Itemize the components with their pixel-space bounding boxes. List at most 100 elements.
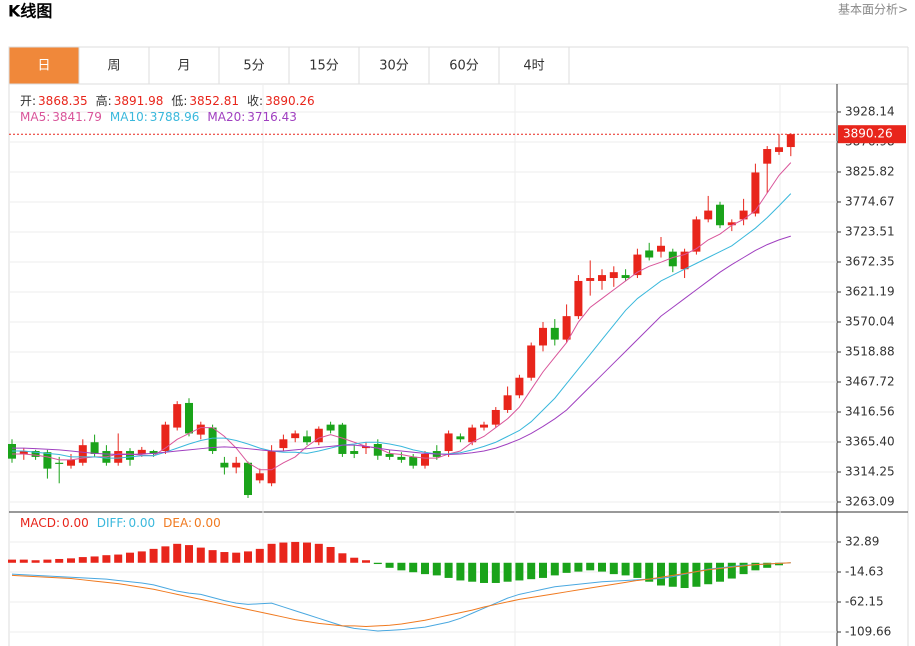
candle-body xyxy=(255,473,264,481)
candle-body xyxy=(633,254,642,276)
candle-body xyxy=(704,210,713,220)
readout-value: 0.00 xyxy=(194,516,221,530)
macd-bar xyxy=(291,541,300,563)
y-tick-label: 3467.72 xyxy=(845,374,895,388)
tab[interactable] xyxy=(218,46,290,85)
candle-body xyxy=(43,452,52,469)
macd-bar xyxy=(574,562,583,572)
readout-value: 3868.35 xyxy=(38,94,88,108)
macd-bar xyxy=(692,562,701,587)
candle-body xyxy=(727,222,736,226)
macd-bar xyxy=(503,562,512,582)
readout-label: MA20: xyxy=(207,110,246,124)
y-tick-label: -109.66 xyxy=(845,624,891,638)
readout-value: 0.00 xyxy=(62,516,89,530)
ma-readout: MA5: 3841.79 MA10: 3788.96 MA20: 3716.43 xyxy=(20,110,305,124)
macd-bar xyxy=(562,562,571,573)
macd-bar xyxy=(303,542,311,563)
macd-bar xyxy=(586,562,595,571)
macd-bar xyxy=(609,562,618,575)
candle-body xyxy=(397,456,406,460)
readout-label: DEA: xyxy=(163,516,193,530)
candle-body xyxy=(621,275,630,279)
candle-body xyxy=(338,424,347,454)
candle-body xyxy=(763,149,772,164)
candle-body xyxy=(716,204,724,226)
candle-body xyxy=(480,424,488,428)
macd-bar xyxy=(527,562,536,580)
macd-bar xyxy=(255,548,264,563)
y-tick-label: 3365.40 xyxy=(845,435,895,449)
candle-body xyxy=(385,453,394,457)
macd-bar xyxy=(775,562,783,566)
candle-body xyxy=(527,345,536,378)
macd-bar xyxy=(598,562,606,572)
candle-body xyxy=(468,427,477,443)
candle-body xyxy=(739,210,748,220)
readout-value: 0.00 xyxy=(128,516,156,530)
macd-bar xyxy=(763,562,772,568)
macd-bar xyxy=(716,562,724,582)
readout-label: 开: xyxy=(20,94,37,108)
tab-label[interactable]: 4时 xyxy=(523,59,544,74)
macd-bar xyxy=(43,559,52,563)
readout-label: 低: xyxy=(171,94,188,108)
macd-bar xyxy=(751,562,760,571)
tab-label[interactable]: 日 xyxy=(37,59,50,74)
macd-bar xyxy=(350,557,359,563)
tab-label[interactable]: 30分 xyxy=(379,59,409,74)
y-tick-label: -14.63 xyxy=(845,565,884,579)
macd-bar xyxy=(67,558,75,563)
tab-label[interactable]: 60分 xyxy=(449,59,479,74)
candle-body xyxy=(196,424,205,435)
candle-body xyxy=(291,433,300,439)
candle-body xyxy=(786,134,795,148)
indicator-line xyxy=(11,562,791,628)
tab-label[interactable]: 周 xyxy=(107,59,120,74)
candle-body xyxy=(574,280,583,317)
candle-body xyxy=(90,442,99,454)
candle-body xyxy=(173,404,182,428)
macd-bar xyxy=(362,560,370,563)
macd-bar xyxy=(326,546,335,563)
candle-body xyxy=(232,462,241,468)
tab-label[interactable]: 5分 xyxy=(243,59,264,74)
candle-body xyxy=(67,459,75,466)
tab-label[interactable]: 月 xyxy=(177,59,190,74)
macd-bar xyxy=(633,562,642,578)
macd-bar xyxy=(173,543,182,563)
tab[interactable] xyxy=(8,46,80,85)
macd-bar xyxy=(373,562,382,565)
price-tag xyxy=(838,125,906,144)
macd-bar xyxy=(397,562,406,571)
macd-bar xyxy=(90,556,99,563)
macd-bar xyxy=(385,562,394,568)
candle-body xyxy=(562,316,571,340)
candle-body xyxy=(775,147,783,152)
y-tick-label: 3621.19 xyxy=(845,284,895,298)
macd-bar xyxy=(456,562,465,581)
candle-body xyxy=(55,462,64,464)
macd-bar xyxy=(55,558,64,563)
tab[interactable] xyxy=(288,46,360,85)
candle-body xyxy=(185,402,193,434)
macd-readout: MACD: 0.00 DIFF: 0.00 DEA: 0.00 xyxy=(20,516,229,530)
candle-body xyxy=(78,445,87,463)
candle-body xyxy=(586,278,595,281)
macd-bar xyxy=(444,562,453,578)
y-tick-label: 3263.09 xyxy=(845,495,895,509)
candle-body xyxy=(657,245,665,252)
macd-bar xyxy=(78,557,87,563)
macd-bar xyxy=(421,562,429,575)
tab-label[interactable]: 15分 xyxy=(309,59,339,74)
tab[interactable] xyxy=(148,46,220,85)
macd-bar xyxy=(704,562,713,585)
link[interactable]: 基本面分析> xyxy=(838,3,908,17)
candle-body xyxy=(409,456,418,466)
candle-body xyxy=(161,424,170,452)
macd-bar xyxy=(539,562,547,578)
candle-body xyxy=(314,428,323,443)
y-tick-label: 3672.35 xyxy=(845,254,895,268)
indicator-line xyxy=(12,162,792,471)
macd-bar xyxy=(114,554,123,563)
